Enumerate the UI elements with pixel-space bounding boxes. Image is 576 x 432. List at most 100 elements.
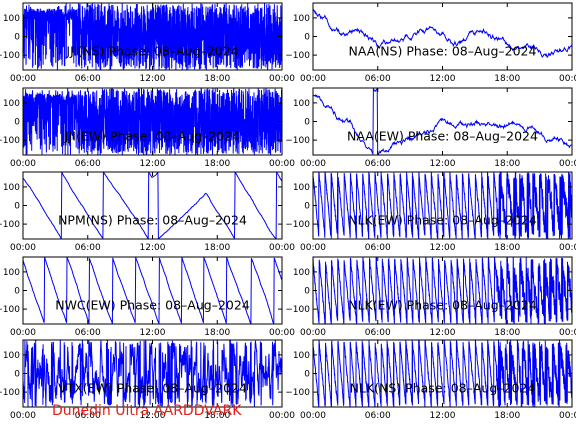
x-tick-label: 06:00 <box>365 328 391 338</box>
y-tick-label: 100 <box>293 268 310 278</box>
x-tick-label: 06:00 <box>365 159 391 169</box>
panel-frame <box>312 2 573 71</box>
y-tick-label: 100 <box>3 268 20 278</box>
phase-trace-p5 <box>313 172 572 239</box>
phase-panel-p3: 100 0 −100 00:00 06:00 12:00 18:00 00:00 NAA(EW)… <box>285 87 576 169</box>
x-tick-label: 00:00 <box>269 328 295 338</box>
phase-panel-p0: 100 0 −100 00:00 06:00 12:00 18:00 00:00 JJI(NS)… <box>0 2 295 84</box>
x-tick-label: 18:00 <box>494 243 520 253</box>
x-tick-label: 00:00 <box>10 328 36 338</box>
x-tick-label: 18:00 <box>204 159 230 169</box>
x-tick-label: 06:00 <box>365 243 391 253</box>
x-tick-label: 18:00 <box>204 243 230 253</box>
phase-trace-p7 <box>313 257 572 324</box>
phase-panel-p5: 100 0 −100 00:00 06:00 12:00 18:00 00:00 NLK(EW)… <box>285 171 576 253</box>
x-tick-label: 06:00 <box>365 74 391 84</box>
x-tick-label: 12:00 <box>430 328 456 338</box>
y-tick-label: −100 <box>285 388 310 398</box>
phase-panel-p8: 100 0 −100 00:00 06:00 12:00 18:00 00:00 VTX(EW)… <box>0 339 295 421</box>
x-tick-label: 06:00 <box>75 243 101 253</box>
x-tick-label: 06:00 <box>75 411 101 421</box>
x-tick-label: 06:00 <box>365 411 391 421</box>
y-tick-label: −100 <box>0 136 20 146</box>
panel-title: NWC(EW) Phase: 08–Aug–2024 <box>55 297 250 312</box>
y-tick-label: −100 <box>0 388 20 398</box>
x-tick-label: 00:00 <box>10 159 36 169</box>
y-tick-label: 0 <box>14 370 20 380</box>
y-tick-label: −100 <box>0 220 20 230</box>
y-tick-label: −100 <box>285 136 310 146</box>
x-tick-label: 00:00 <box>559 74 576 84</box>
phase-trace-p3 <box>313 88 572 155</box>
phase-trace-p9 <box>313 340 572 407</box>
phase-panel-p2: 100 0 −100 00:00 06:00 12:00 18:00 00:00 JJI(EW)… <box>0 87 295 169</box>
y-tick-label: 0 <box>304 370 310 380</box>
x-tick-label: 00:00 <box>300 411 326 421</box>
y-tick-label: 0 <box>304 287 310 297</box>
phase-panel-p7: 100 0 −100 00:00 06:00 12:00 18:00 00:00 NLK(EW)… <box>285 256 576 338</box>
y-tick-label: 100 <box>293 183 310 193</box>
x-tick-label: 00:00 <box>269 411 295 421</box>
x-tick-label: 12:00 <box>140 411 166 421</box>
y-tick-label: 0 <box>304 118 310 128</box>
phase-trace-p2 <box>23 88 282 155</box>
panel-title: NPM(NS) Phase: 08–Aug–2024 <box>58 212 247 227</box>
y-tick-label: −100 <box>285 51 310 61</box>
panel-title: NLK(NS) Phase: 08–Aug–2024 <box>350 380 536 395</box>
y-tick-label: 0 <box>304 33 310 43</box>
phase-panel-p1: 100 0 −100 00:00 06:00 12:00 18:00 00:00 NAA(NS)… <box>285 2 576 84</box>
x-tick-label: 00:00 <box>10 74 36 84</box>
y-tick-label: 100 <box>293 351 310 361</box>
x-tick-label: 00:00 <box>559 411 576 421</box>
y-tick-label: 100 <box>293 14 310 24</box>
x-tick-label: 18:00 <box>204 74 230 84</box>
panel-title: JJI(NS) Phase: 08–Aug–2024 <box>65 43 238 58</box>
panel-frame <box>22 256 283 325</box>
panel-title: NLK(EW) Phase: 08–Aug–2024 <box>348 297 537 312</box>
x-tick-label: 00:00 <box>300 74 326 84</box>
x-tick-label: 18:00 <box>204 411 230 421</box>
panel-frame <box>312 87 573 156</box>
phase-trace-p1 <box>313 8 572 59</box>
phase-panel-p9: 100 0 −100 00:00 06:00 12:00 18:00 00:00 NLK(NS)… <box>285 339 576 421</box>
y-tick-label: 0 <box>14 118 20 128</box>
y-tick-label: −100 <box>0 305 20 315</box>
x-tick-label: 00:00 <box>300 243 326 253</box>
y-tick-label: 0 <box>304 202 310 212</box>
y-tick-label: 100 <box>3 351 20 361</box>
y-tick-label: −100 <box>285 220 310 230</box>
footer-label: Dunedin Ultra AARDDVARK <box>52 403 242 419</box>
panel-title: NLK(EW) Phase: 08–Aug–2024 <box>348 212 537 227</box>
y-tick-label: −100 <box>0 51 20 61</box>
x-tick-label: 00:00 <box>10 411 36 421</box>
x-tick-label: 00:00 <box>559 159 576 169</box>
y-tick-label: 100 <box>293 99 310 109</box>
x-tick-label: 18:00 <box>494 411 520 421</box>
phase-trace-p0 <box>23 3 282 70</box>
x-tick-label: 06:00 <box>75 328 101 338</box>
x-tick-label: 12:00 <box>140 159 166 169</box>
y-tick-label: 100 <box>3 14 20 24</box>
panel-title: NAA(NS) Phase: 08–Aug–2024 <box>349 43 537 58</box>
x-tick-label: 12:00 <box>430 411 456 421</box>
x-tick-label: 00:00 <box>10 243 36 253</box>
phase-trace-p6 <box>23 257 282 324</box>
y-tick-label: 0 <box>14 287 20 297</box>
x-tick-label: 00:00 <box>300 328 326 338</box>
x-tick-label: 06:00 <box>75 74 101 84</box>
y-tick-label: 0 <box>14 202 20 212</box>
x-tick-label: 00:00 <box>559 243 576 253</box>
x-tick-label: 12:00 <box>430 159 456 169</box>
panel-title: NAA(EW) Phase: 08–Aug–2024 <box>347 128 538 143</box>
panel-title: VTX(EW) Phase: 08–Aug–2024 <box>58 380 247 395</box>
x-tick-label: 18:00 <box>494 74 520 84</box>
x-tick-label: 18:00 <box>204 328 230 338</box>
phase-panel-p6: 100 0 −100 00:00 06:00 12:00 18:00 00:00 NWC(EW)… <box>0 256 295 338</box>
y-tick-label: 100 <box>3 183 20 193</box>
panel-title: JJI(EW) Phase: 08–Aug–2024 <box>64 128 240 143</box>
x-tick-label: 18:00 <box>494 159 520 169</box>
x-tick-label: 12:00 <box>430 74 456 84</box>
x-tick-label: 12:00 <box>140 243 166 253</box>
x-tick-label: 00:00 <box>559 328 576 338</box>
